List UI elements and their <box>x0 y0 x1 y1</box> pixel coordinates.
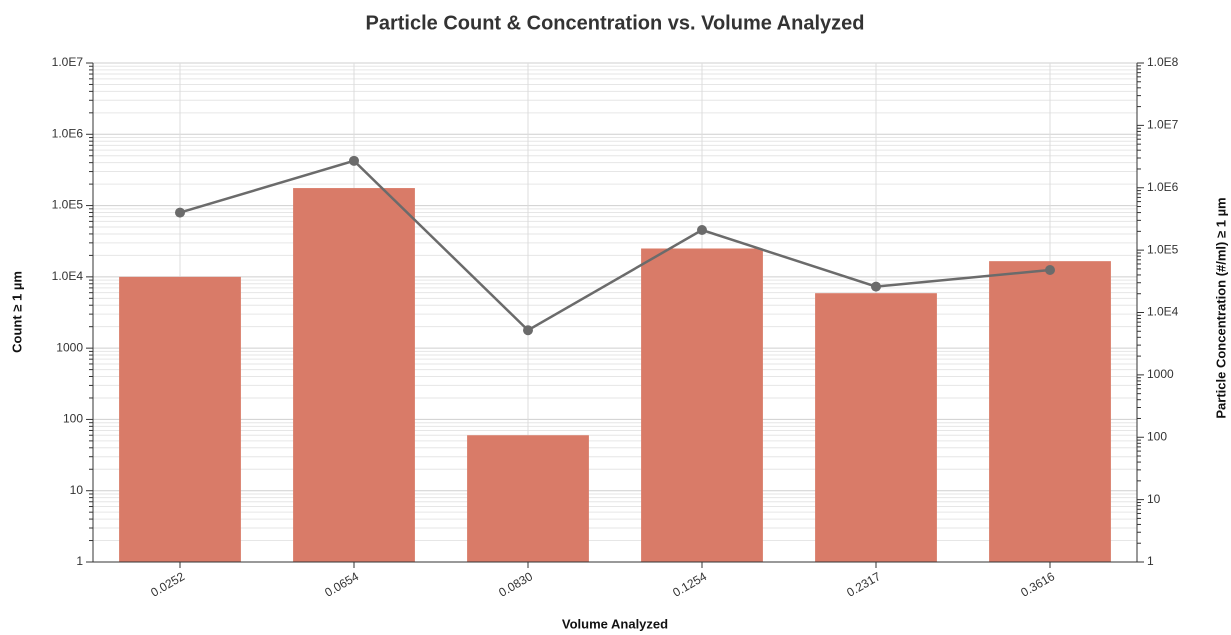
y2-axis-title: Particle Concentration (#/ml) ≥ 1 µm <box>1213 197 1228 418</box>
bar <box>293 188 415 562</box>
bar <box>989 261 1111 562</box>
y2-tick-label: 1.0E7 <box>1147 118 1179 132</box>
grid <box>89 62 1141 563</box>
x-tick-label: 0.0830 <box>496 569 535 600</box>
y2-tick-label: 1.0E6 <box>1147 180 1179 194</box>
line-point <box>523 325 533 336</box>
x-tick-label: 0.0252 <box>148 569 187 600</box>
line-point <box>349 155 359 166</box>
bar <box>119 276 241 562</box>
y-tick-label: 1.0E6 <box>52 126 84 140</box>
y2-tick-label: 10 <box>1147 492 1161 506</box>
y-tick-label: 10 <box>70 483 84 497</box>
x-axis-title: Volume Analyzed <box>562 616 668 631</box>
line-point <box>175 207 185 218</box>
y-axis-title: Count ≥ 1 µm <box>9 271 24 353</box>
x-tick-label: 0.0654 <box>322 569 361 600</box>
y2-tick-label: 1.0E4 <box>1147 305 1179 319</box>
line-point <box>697 225 707 236</box>
x-tick-label: 0.3616 <box>1018 569 1057 600</box>
x-tick-label: 0.2317 <box>844 569 883 600</box>
y-tick-label: 1.0E4 <box>52 269 84 283</box>
y2-tick-label: 1000 <box>1147 367 1174 381</box>
bar <box>641 248 763 563</box>
y2-tick-label: 1 <box>1147 554 1154 568</box>
line-point <box>871 281 881 292</box>
x-tick-label: 0.1254 <box>670 569 709 600</box>
y2-tick-label: 1.0E8 <box>1147 55 1179 69</box>
y2-tick-label: 100 <box>1147 429 1167 443</box>
y-tick-label: 1.0E5 <box>52 198 84 212</box>
bar <box>815 293 937 562</box>
y-tick-label: 100 <box>63 412 83 426</box>
bar <box>467 435 589 562</box>
y2-tick-label: 1.0E5 <box>1147 242 1179 256</box>
chart-title: Particle Count & Concentration vs. Volum… <box>366 12 865 34</box>
y-tick-label: 1000 <box>56 340 83 354</box>
line-point <box>1045 265 1055 276</box>
y-tick-label: 1 <box>76 554 83 568</box>
line <box>179 159 1051 332</box>
y-tick-label: 1.0E7 <box>52 55 84 69</box>
